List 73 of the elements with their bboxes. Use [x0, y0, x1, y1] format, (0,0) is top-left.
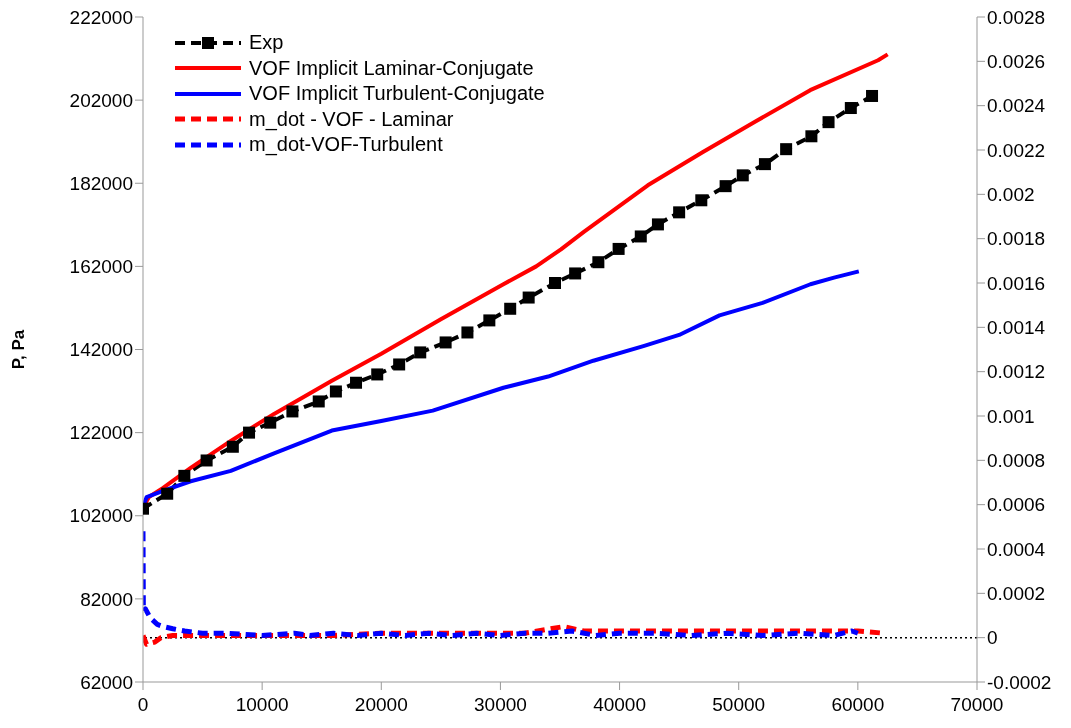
y2-tick-label: 0.001 [987, 405, 1035, 427]
point [822, 116, 835, 129]
y2-tick-label: 0.0028 [987, 6, 1046, 28]
y-tick-label: 142000 [69, 339, 133, 361]
x-tick-label: 20000 [354, 694, 408, 716]
point [286, 405, 299, 418]
y2-tick-label: 0.0002 [987, 583, 1046, 605]
legend-label: Exp [249, 30, 284, 55]
y-tick-label: 122000 [69, 422, 133, 444]
x-tick-label: 40000 [593, 694, 646, 716]
point [695, 194, 708, 207]
point [780, 143, 793, 156]
x-tick-label: 10000 [235, 694, 289, 716]
point [844, 102, 857, 115]
point [371, 368, 384, 381]
y-tick-label: 202000 [69, 89, 133, 111]
point [200, 454, 213, 467]
y2-tick-label: 0 [987, 627, 998, 649]
point [719, 180, 732, 193]
point [522, 291, 535, 304]
point [264, 416, 277, 429]
point [226, 440, 239, 453]
point [549, 277, 561, 289]
y2-tick-label: 0.0022 [987, 139, 1046, 161]
legend-label: m_dot - VOF - Laminar [249, 106, 454, 132]
legend-label: VOF Implicit Turbulent-Conjugate [249, 81, 545, 106]
y2-tick-label: 0.0026 [987, 51, 1046, 73]
x-tick-label: 60000 [831, 694, 885, 716]
y2-tick-label: 0.0012 [987, 361, 1046, 383]
point [592, 256, 605, 269]
point [243, 426, 256, 439]
point [393, 358, 406, 371]
point [634, 230, 647, 243]
point [178, 469, 191, 482]
point [439, 336, 452, 349]
x-tick-label: 50000 [712, 694, 766, 716]
point [350, 376, 363, 389]
point [805, 130, 818, 143]
y2-tick-label: 0.002 [987, 184, 1035, 206]
y2-tick-label: -0.0002 [987, 671, 1052, 693]
point [461, 326, 474, 339]
point [312, 395, 325, 408]
point [866, 89, 879, 102]
y-tick-label: 222000 [69, 6, 133, 28]
y2-tick-label: 0.0018 [987, 228, 1046, 250]
x-tick-label: 0 [137, 694, 149, 716]
y-tick-label: 162000 [69, 256, 133, 278]
y2-tick-label: 0.0014 [987, 317, 1046, 339]
y-tick-label: 182000 [69, 172, 133, 194]
x-tick-label: 70000 [950, 694, 1004, 716]
point [612, 242, 625, 255]
y-tick-label: 82000 [80, 588, 133, 610]
legend-label: m_dot-VOF-Turbulent [249, 132, 443, 158]
y2-tick-label: 0.0016 [987, 272, 1046, 294]
point [651, 218, 664, 231]
y2-tick-label: 0.0008 [987, 450, 1046, 472]
y2-tick-label: 0.0004 [987, 538, 1046, 560]
x-tick-label: 30000 [474, 694, 527, 716]
point [569, 267, 582, 280]
point [161, 487, 174, 500]
point [329, 385, 342, 398]
legend-label: VOF Implicit Laminar-Conjugate [249, 55, 534, 81]
point [504, 302, 517, 315]
point [483, 314, 496, 327]
point [736, 169, 749, 182]
point [414, 346, 427, 359]
point [673, 206, 686, 219]
y-tick-label: 102000 [69, 505, 133, 527]
y2-tick-label: 0.0024 [987, 95, 1046, 117]
point [758, 158, 771, 171]
y-axis-title: P, Pa [9, 329, 29, 370]
y2-tick-label: 0.0006 [987, 494, 1046, 516]
y-tick-label: 62000 [80, 671, 133, 693]
